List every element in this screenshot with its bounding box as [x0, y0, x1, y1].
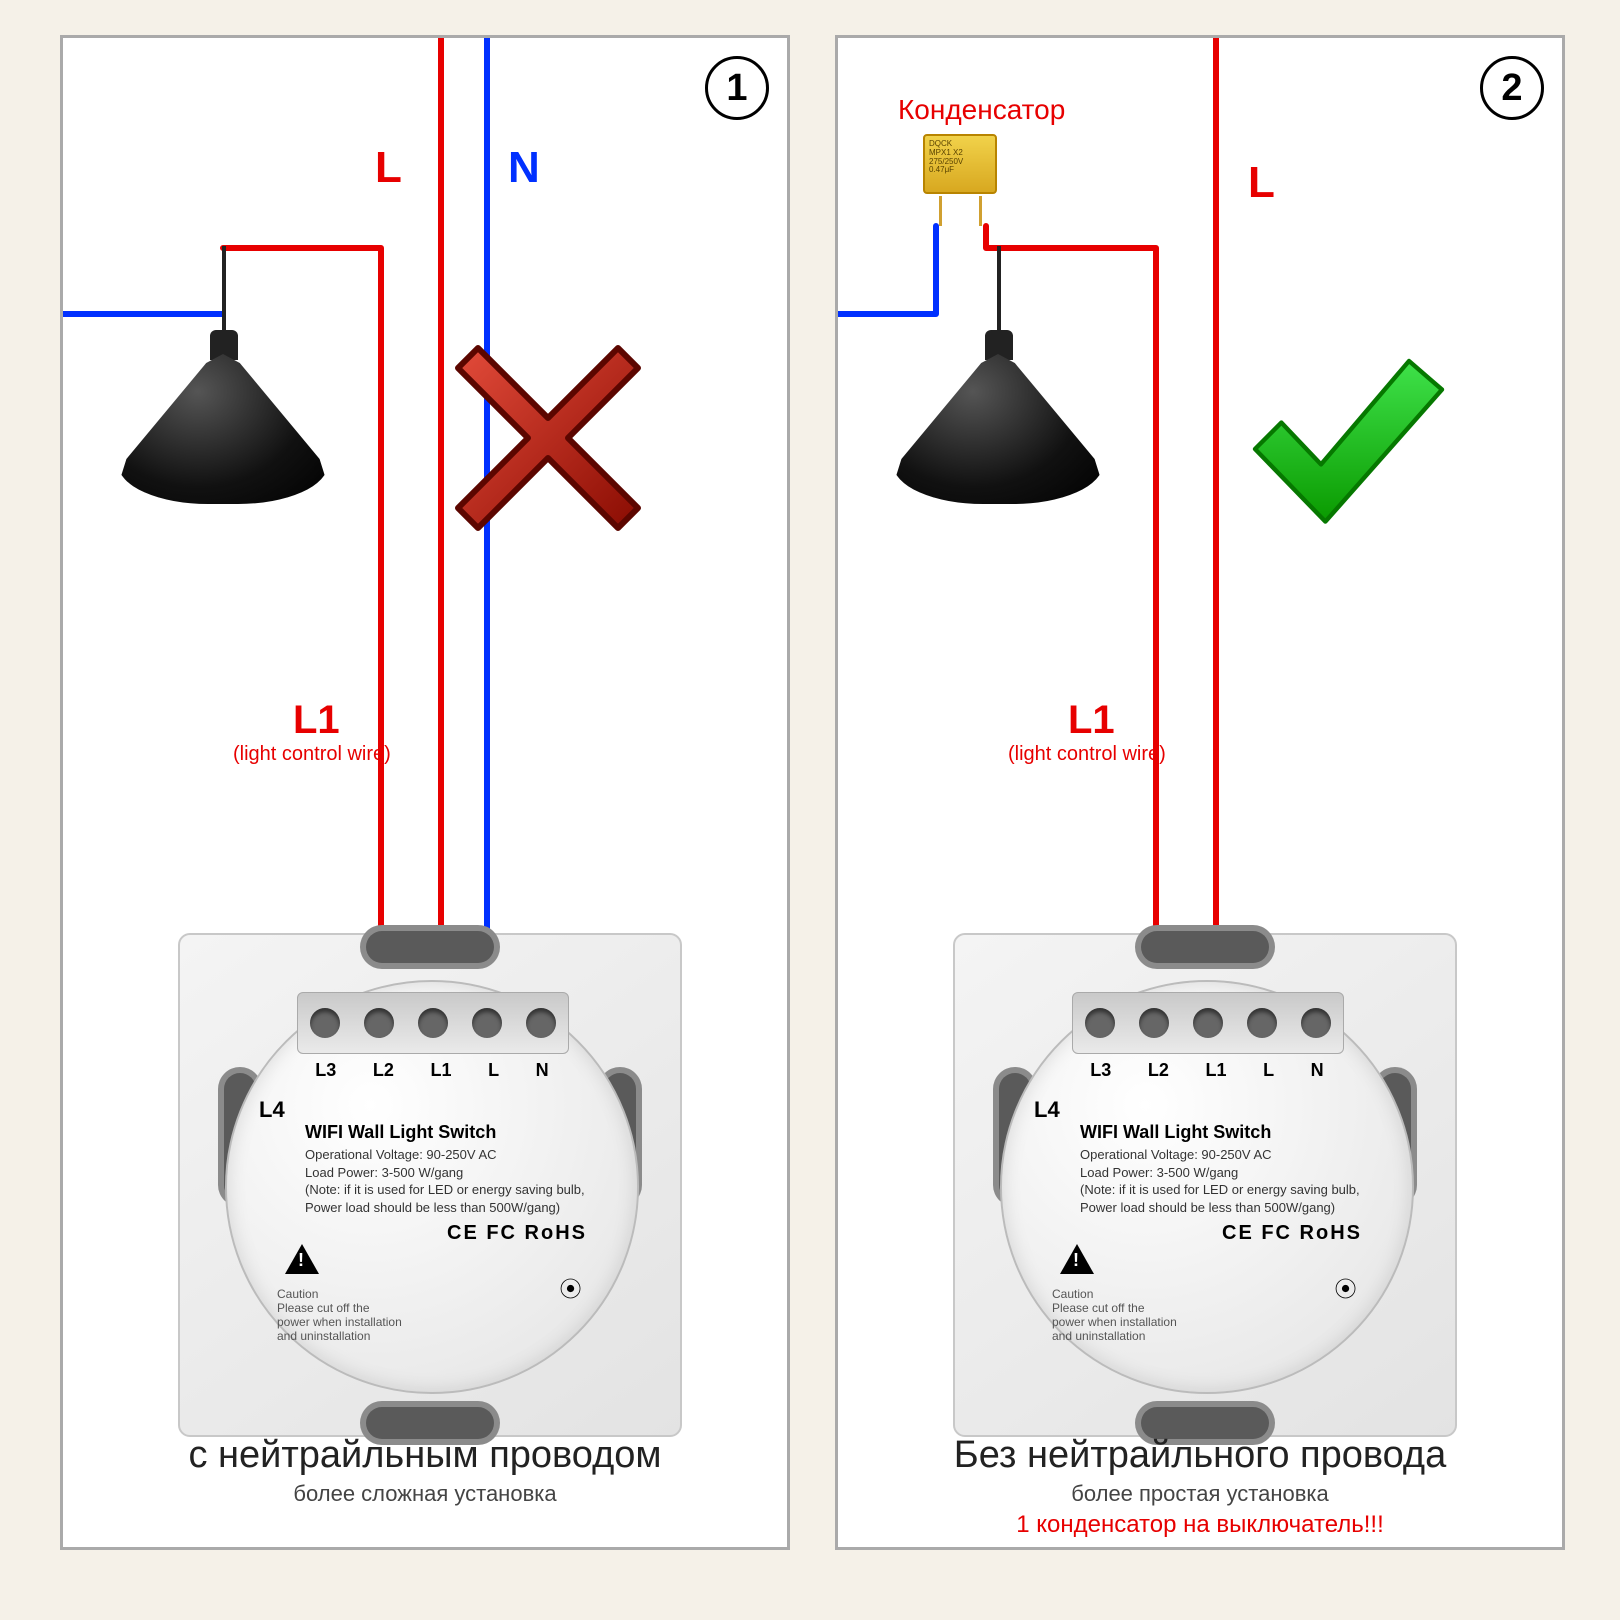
certification-marks: CE FC RoHS	[1222, 1222, 1362, 1245]
module-title: WIFI Wall Light Switch	[1080, 1122, 1271, 1143]
panel-with-neutral: 1 L N L1 (light control wire)	[60, 35, 790, 1550]
caution-text: Caution Please cut off the power when in…	[1052, 1287, 1177, 1343]
terminal-block	[297, 992, 569, 1054]
label-N: N	[508, 143, 540, 193]
wifi-icon: ⦿	[1327, 1269, 1365, 1307]
switch-module: L3 L2 L1 L N L4 WIFI Wall Light Switch O…	[225, 980, 639, 1394]
caption-main: Без нейтрайльного провода	[838, 1434, 1562, 1477]
panel-without-neutral: 2 Конденсатор DQCK MPX1 X2 275/250V 0.47…	[835, 35, 1565, 1550]
diagram-canvas: 1 L N L1 (light control wire)	[0, 0, 1620, 1620]
status-wrong-icon	[448, 338, 648, 538]
certification-marks: CE FC RoHS	[447, 1222, 587, 1245]
warning-triangle-icon	[285, 1244, 319, 1274]
label-L: L	[1248, 158, 1275, 208]
caution-text: Caution Please cut off the power when in…	[277, 1287, 402, 1343]
warning-triangle-icon	[1060, 1244, 1094, 1274]
lamp-icon	[118, 246, 328, 506]
label-L: L	[375, 143, 402, 193]
label-L1-sub: (light control wire)	[233, 743, 391, 766]
caption-main: с нейтрайльным проводом	[63, 1434, 787, 1477]
caption-note: 1 конденсатор на выключатель!!!	[838, 1511, 1562, 1539]
module-specs: Operational Voltage: 90-250V AC Load Pow…	[1080, 1146, 1360, 1216]
status-correct-icon	[1233, 328, 1453, 548]
lamp-icon	[893, 246, 1103, 506]
switch-mount-plate: L3 L2 L1 L N L4 WIFI Wall Light Switch O…	[953, 933, 1457, 1437]
caption-sub: более сложная установка	[63, 1481, 787, 1507]
label-L1-sub: (light control wire)	[1008, 743, 1166, 766]
label-L1: L1	[293, 698, 340, 743]
terminal-block	[1072, 992, 1344, 1054]
module-specs: Operational Voltage: 90-250V AC Load Pow…	[305, 1146, 585, 1216]
caption-sub: более простая установка	[838, 1481, 1562, 1507]
switch-module: L3 L2 L1 L N L4 WIFI Wall Light Switch O…	[1000, 980, 1414, 1394]
wifi-icon: ⦿	[552, 1269, 590, 1307]
module-title: WIFI Wall Light Switch	[305, 1122, 496, 1143]
label-L1: L1	[1068, 698, 1115, 743]
switch-mount-plate: L3 L2 L1 L N L4 WIFI Wall Light Switch O…	[178, 933, 682, 1437]
